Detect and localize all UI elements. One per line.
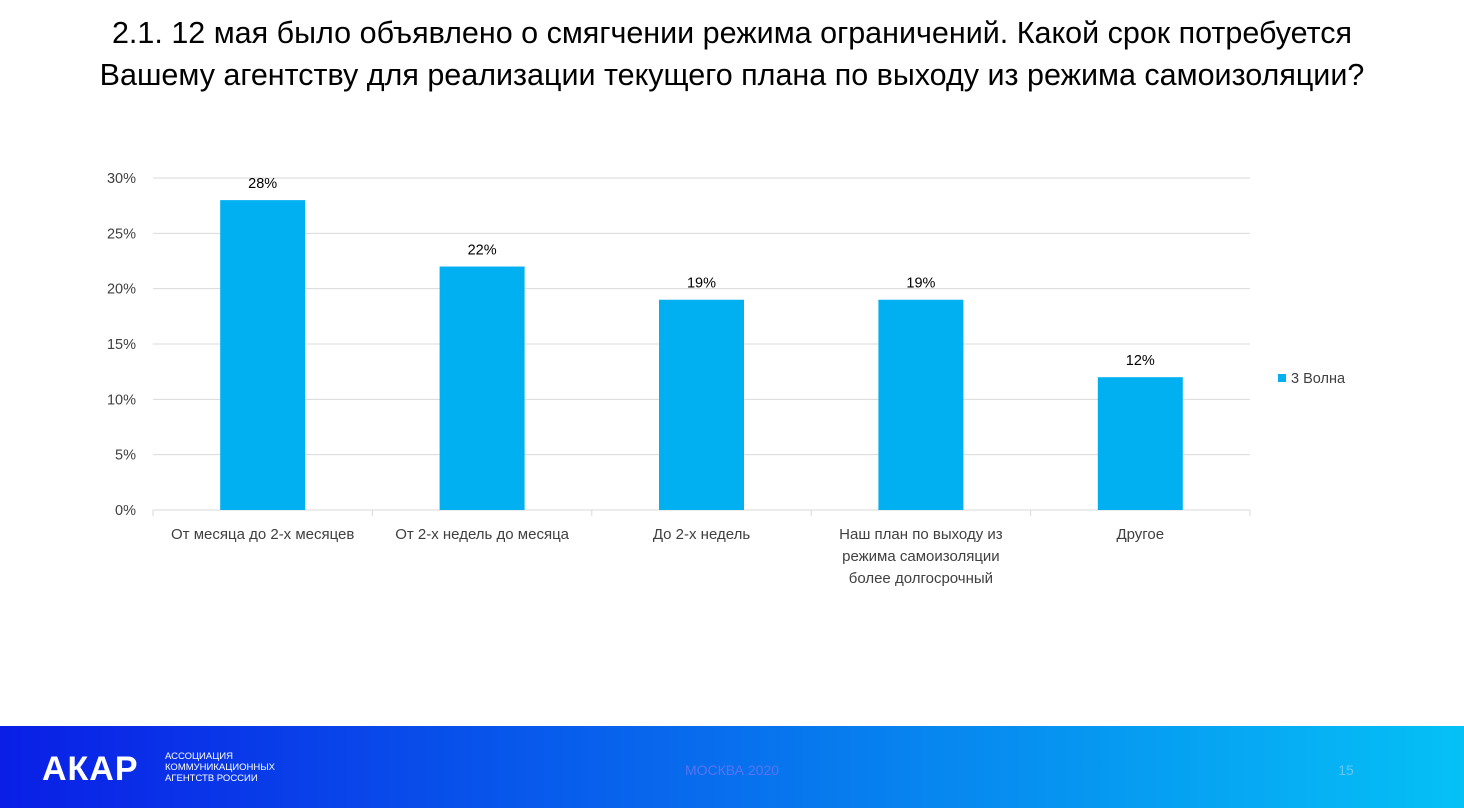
logo-subtitle-line: КОММУНИКАЦИОННЫХ (165, 762, 275, 773)
data-label: 12% (1126, 353, 1155, 369)
legend-label: 3 Волна (1291, 371, 1346, 387)
x-tick-label: От 2-х недель до месяца (395, 526, 569, 543)
y-tick-label: 25% (107, 226, 136, 242)
y-tick-label: 30% (107, 171, 136, 187)
title-line-2: Вашему агентству для реализации текущего… (99, 58, 1365, 92)
x-tick-label: Другое (1116, 526, 1164, 543)
y-tick-label: 10% (107, 392, 136, 408)
footer-location: МОСКВА 2020 (684, 762, 780, 778)
data-label: 22% (468, 243, 497, 259)
bar (878, 299, 964, 510)
x-tick-label: более долгосрочный (849, 570, 993, 587)
x-tick-label: До 2-х недель (653, 526, 750, 543)
slide-title: 2.1. 12 мая было объявлено о смягчении р… (0, 12, 1464, 96)
logo-subtitle-line: АССОЦИАЦИЯ (165, 751, 233, 762)
x-tick-label: От месяца до 2-х месяцев (171, 526, 354, 543)
x-tick-label: Наш план по выходу из (839, 526, 1003, 543)
page-number: 15 (1338, 762, 1354, 778)
y-tick-label: 5% (115, 448, 136, 464)
bar (1097, 377, 1183, 510)
bar (439, 266, 525, 510)
bar-chart: 0% 5% 10% 15% 20% 25% 30% 28% От месяца до 2-х м… (107, 171, 1346, 587)
data-label: 28% (248, 176, 277, 192)
x-tick-label: режима самоизоляции (842, 548, 1000, 565)
y-tick-label: 0% (115, 503, 136, 519)
y-tick-label: 15% (107, 337, 136, 353)
logo-subtitle-line: АГЕНТСТВ РОССИИ (165, 773, 258, 784)
akar-logo: АКАР (42, 750, 139, 788)
bar (659, 299, 744, 510)
y-tick-label: 20% (107, 282, 136, 298)
bar (220, 200, 306, 510)
logo-subtitle: АССОЦИАЦИЯ КОММУНИКАЦИОННЫХ АГЕНТСТВ РОС… (165, 751, 275, 784)
title-line-1: 2.1. 12 мая было объявлено о смягчении р… (111, 16, 1353, 50)
data-label: 19% (687, 276, 716, 292)
data-label: 19% (906, 276, 935, 292)
footer-bar: АКАР АССОЦИАЦИЯ КОММУНИКАЦИОННЫХ АГЕНТСТ… (0, 726, 1464, 808)
legend-swatch (1278, 374, 1286, 382)
